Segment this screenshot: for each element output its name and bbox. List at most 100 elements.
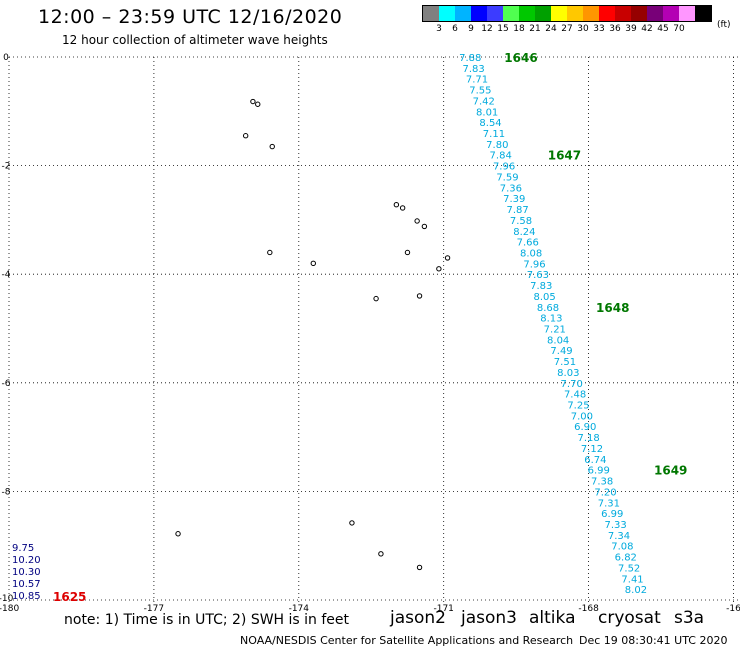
axis-ticks: -180 -177 -174 -171 -168 -16 0 -2 -4 -6 -8 -10	[0, 53, 740, 614]
wave-height-value: 7.08	[611, 542, 633, 553]
legend-label: 42	[641, 24, 653, 34]
wave-height-value: 7.59	[496, 172, 518, 183]
wave-height-value: 7.84	[490, 151, 512, 162]
chart-subtitle: 12 hour collection of altimeter wave hei…	[62, 33, 328, 47]
y-tick-label: -10	[0, 594, 14, 604]
y-tick-label: 0	[3, 53, 9, 63]
wave-height-value: 8.03	[557, 368, 579, 379]
legend-swatch	[583, 6, 599, 21]
altimeter-track: 7.887.837.717.557.428.018.547.117.807.84…	[459, 53, 647, 596]
legend-swatch	[503, 6, 519, 21]
island-outline	[255, 101, 261, 107]
wave-height-value: 6.74	[584, 455, 606, 466]
legend-swatch	[663, 6, 679, 21]
time-label: 1648	[596, 301, 629, 315]
left-track-value: 10.20	[12, 555, 41, 566]
satellite-cryosat: cryosat	[598, 608, 661, 628]
wave-height-value: 7.96	[493, 162, 515, 173]
satellite-jason3: jason3	[461, 608, 517, 628]
wave-height-value: 7.33	[605, 520, 627, 531]
x-tick-label: -16	[726, 604, 740, 614]
wave-height-value: 7.12	[581, 444, 603, 455]
island-outline	[416, 293, 423, 299]
wave-height-value: 7.31	[598, 498, 620, 509]
map-grid	[8, 56, 738, 603]
wave-height-value: 7.80	[486, 140, 508, 151]
island-outline	[250, 98, 256, 105]
wave-height-value: 7.66	[517, 238, 539, 249]
wave-height-value: 8.24	[513, 227, 535, 238]
legend-swatch	[599, 6, 615, 21]
x-tick-label: -168	[578, 604, 599, 614]
color-legend: 3 6 9 12 15 18 21 24 27 30 33 36 39 42 45 70	[422, 5, 712, 34]
legend-swatch	[487, 6, 503, 21]
legend-label: 39	[625, 24, 637, 34]
island-outline	[444, 255, 451, 261]
legend-swatch	[679, 6, 695, 21]
wave-height-value: 8.54	[479, 118, 501, 129]
island-outline	[399, 205, 406, 211]
wave-height-value: 7.49	[550, 346, 572, 357]
island-outline	[310, 260, 316, 267]
wave-height-value: 7.11	[483, 129, 505, 140]
legend-label: 24	[545, 24, 557, 34]
satellite-jason2: jason2	[390, 608, 446, 628]
left-track-value: 10.30	[12, 567, 41, 578]
legend-label-row: 3 6 9 12 15 18 21 24 27 30 33 36 39 42 45 70	[422, 22, 712, 34]
legend-label: 9	[468, 24, 474, 34]
wave-height-value: 7.83	[530, 281, 552, 292]
island-outline	[349, 520, 355, 526]
wave-height-value: 7.58	[510, 216, 532, 227]
island-outline	[378, 551, 384, 557]
wave-height-value: 8.02	[625, 585, 647, 596]
wave-height-value: 7.70	[561, 379, 583, 390]
wave-height-value: 7.96	[523, 259, 545, 270]
wave-height-value: 7.38	[591, 477, 613, 488]
island-outline	[416, 564, 423, 571]
wave-height-value: 7.41	[621, 574, 643, 585]
island-outline	[436, 266, 442, 272]
island-outline	[373, 295, 379, 302]
wave-height-value: 8.01	[476, 107, 498, 118]
legend-label: 30	[577, 24, 589, 34]
legend-swatch	[551, 6, 567, 21]
legend-swatch-row	[422, 5, 712, 22]
time-label: 1647	[548, 149, 581, 163]
wave-height-value: 8.04	[547, 335, 569, 346]
legend-swatch	[455, 6, 471, 21]
island-outline	[414, 218, 420, 224]
wave-height-value: 7.52	[618, 563, 640, 574]
x-tick-label: -180	[0, 604, 19, 614]
island-outline	[393, 201, 400, 208]
y-tick-label: -2	[2, 162, 11, 172]
wave-height-value: 7.48	[564, 390, 586, 401]
wave-height-value: 7.20	[594, 487, 616, 498]
wave-height-value: 7.39	[503, 194, 525, 205]
left-track-value: 10.57	[12, 579, 41, 590]
legend-label: 6	[452, 24, 458, 34]
x-tick-label: -177	[144, 604, 164, 614]
legend-label: 18	[513, 24, 525, 34]
legend-label: 12	[481, 24, 493, 34]
time-label: 1649	[654, 464, 687, 478]
island-outline	[404, 249, 411, 256]
wave-height-value: 7.71	[466, 75, 488, 86]
legend-swatch	[615, 6, 631, 21]
legend-swatch	[567, 6, 583, 21]
wave-height-value: 6.90	[574, 422, 596, 433]
wave-height-value: 7.00	[571, 411, 593, 422]
legend-label: 33	[593, 24, 605, 34]
wave-height-value: 8.08	[520, 248, 542, 259]
wave-height-value: 6.99	[588, 466, 610, 477]
legend-label: 15	[497, 24, 509, 34]
island-outlines	[175, 98, 451, 571]
time-label: 1646	[504, 51, 537, 65]
satellite-altika: altika	[529, 608, 576, 628]
legend-label: 21	[529, 24, 541, 34]
legend-swatch	[439, 6, 455, 21]
legend-label: 45	[657, 24, 669, 34]
legend-swatch	[647, 6, 663, 21]
wave-height-value: 7.63	[527, 270, 549, 281]
wave-height-value: 7.42	[473, 96, 495, 107]
